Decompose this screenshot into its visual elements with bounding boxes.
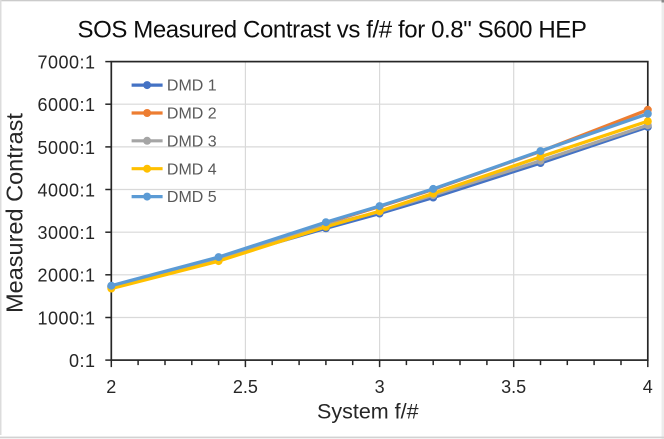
svg-text:2000:1: 2000:1 (37, 266, 95, 286)
svg-text:5000:1: 5000:1 (37, 138, 95, 158)
svg-text:0:1: 0:1 (69, 351, 96, 371)
svg-text:3.5: 3.5 (501, 377, 526, 397)
svg-text:DMD 4: DMD 4 (167, 161, 217, 178)
svg-text:DMD 1: DMD 1 (167, 78, 217, 95)
svg-text:3000:1: 3000:1 (37, 223, 95, 243)
svg-text:2: 2 (106, 377, 116, 397)
svg-text:SOS Measured Contrast vs f/# f: SOS Measured Contrast vs f/# for 0.8" S6… (77, 16, 586, 43)
svg-text:DMD 3: DMD 3 (167, 133, 217, 150)
svg-text:System f/#: System f/# (317, 400, 419, 424)
svg-text:3: 3 (375, 377, 385, 397)
svg-text:4000:1: 4000:1 (37, 180, 95, 200)
svg-text:6000:1: 6000:1 (37, 95, 95, 115)
svg-text:7000:1: 7000:1 (37, 53, 95, 73)
svg-text:DMD 5: DMD 5 (167, 189, 217, 206)
svg-text:DMD 2: DMD 2 (167, 106, 217, 123)
svg-text:Measured Contrast: Measured Contrast (2, 113, 28, 313)
svg-text:2.5: 2.5 (233, 377, 258, 397)
svg-text:1000:1: 1000:1 (37, 308, 95, 328)
svg-text:4: 4 (643, 377, 653, 397)
